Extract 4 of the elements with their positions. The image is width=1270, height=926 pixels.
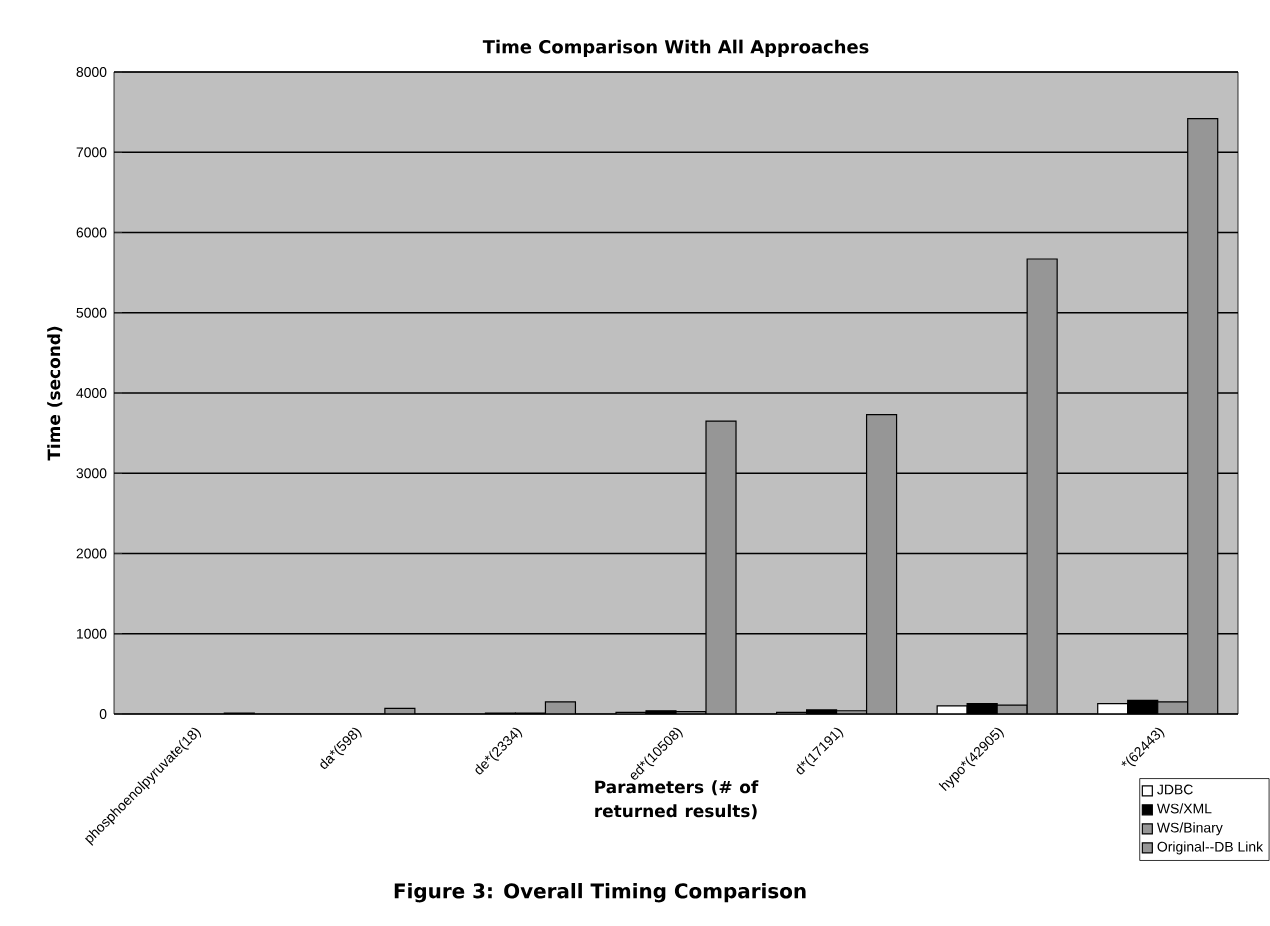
y-axis-title: Time (second) <box>47 326 63 461</box>
caption: Figure 3: Overall Timing Comparison <box>394 882 806 903</box>
chart-title: Time Comparison With All Approaches <box>482 39 869 57</box>
x-axis-title: Parameters (# of returned results) <box>595 780 759 820</box>
